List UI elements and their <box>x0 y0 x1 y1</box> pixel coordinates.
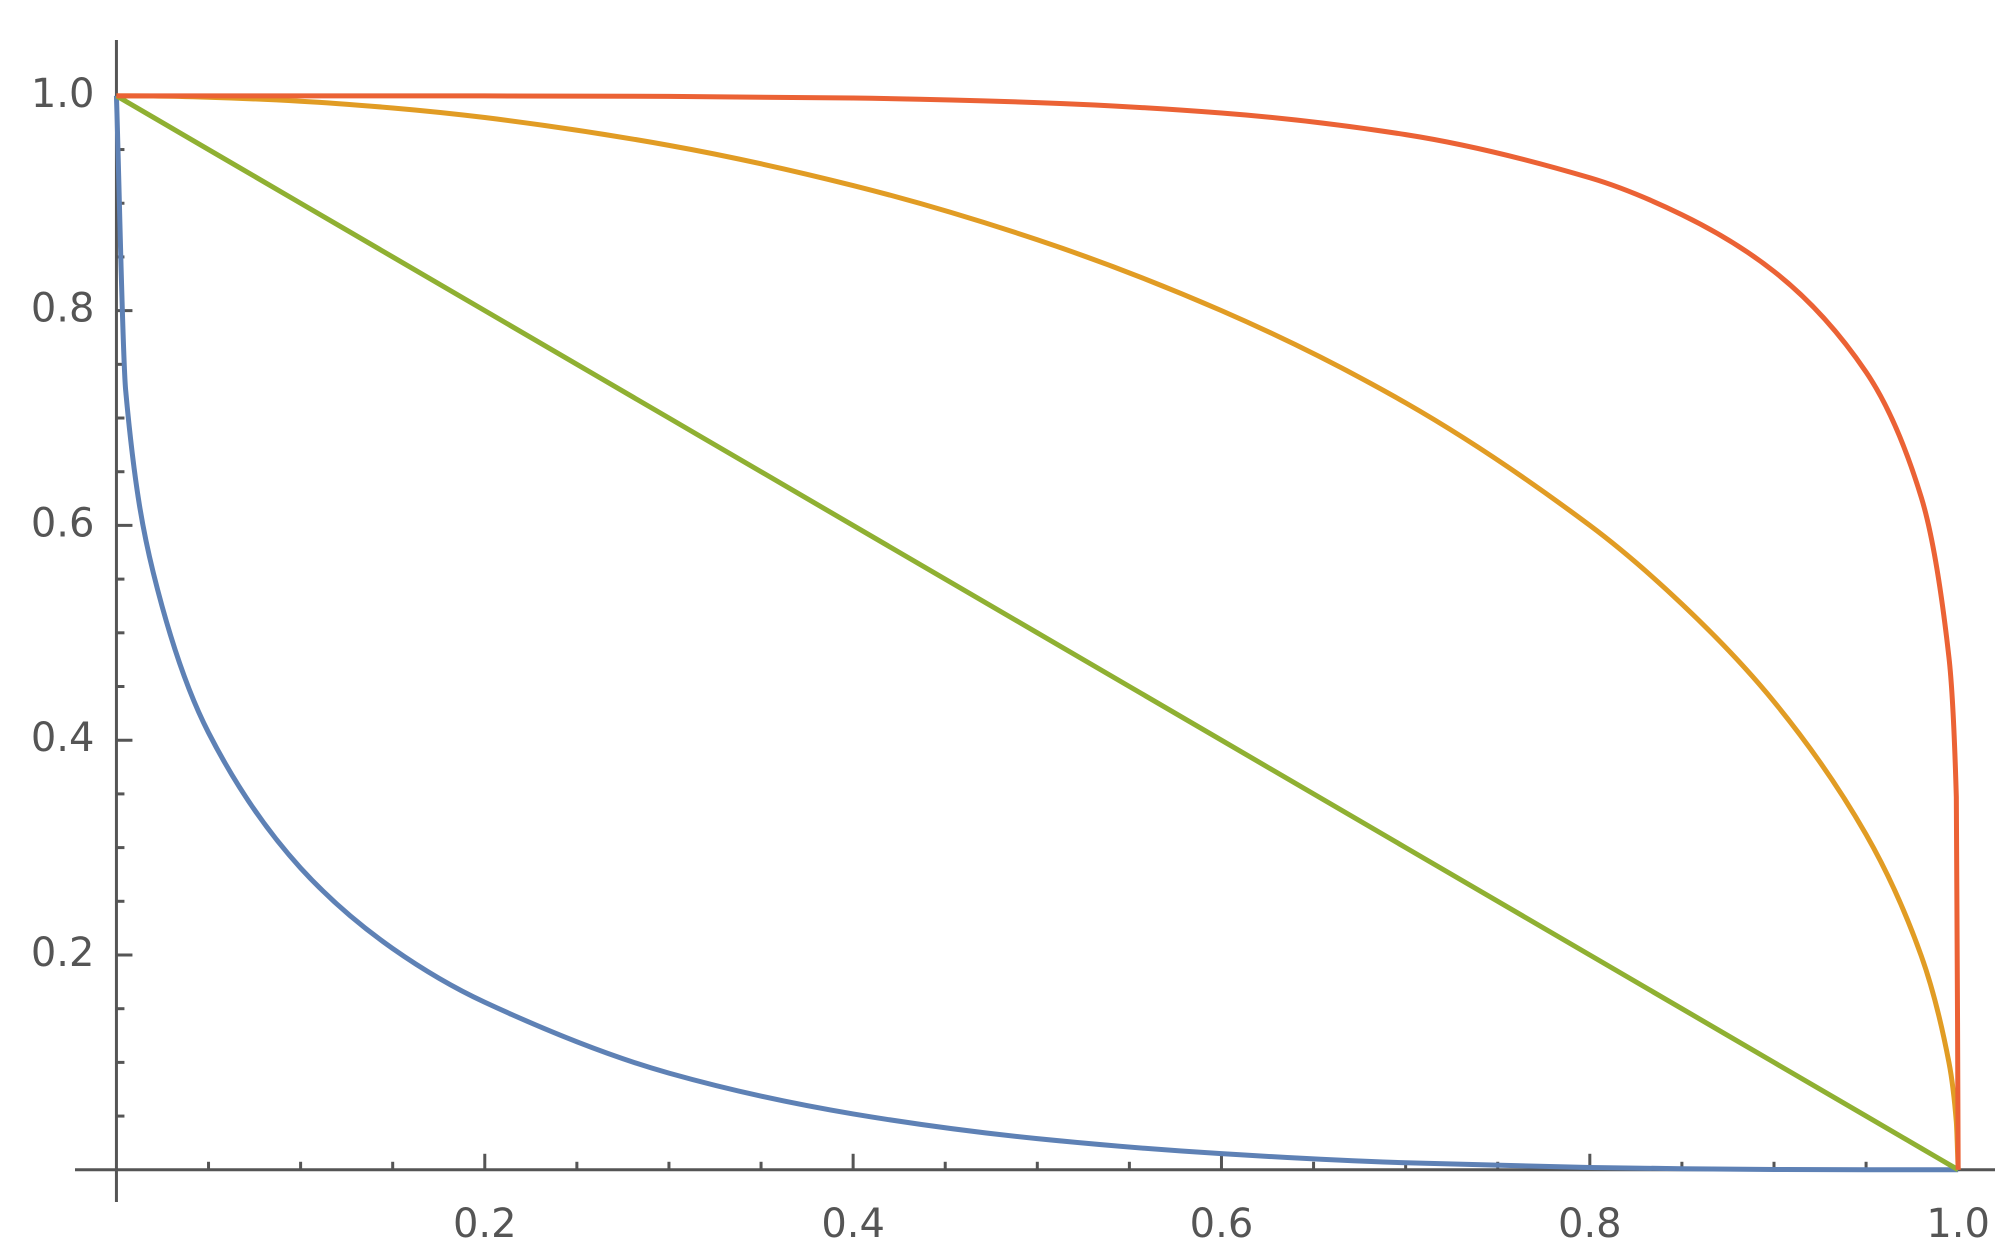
y-tick-label: 0.8 <box>31 286 95 332</box>
line-series <box>116 93 1961 1170</box>
x-tick-label: 0.8 <box>1558 1201 1622 1247</box>
line-series <box>115 93 1960 1172</box>
x-tick-label: 1.0 <box>1926 1201 1990 1247</box>
x-tick-label: 0.6 <box>1190 1201 1254 1247</box>
y-tick-label: 1.0 <box>31 71 95 117</box>
x-tick-label: 0.2 <box>453 1201 517 1247</box>
y-tick-label: 0.6 <box>31 500 95 546</box>
x-tick-label: 0.4 <box>821 1201 885 1247</box>
y-tick-label: 0.4 <box>31 715 95 761</box>
line-series <box>116 93 1961 1170</box>
y-tick-label: 0.2 <box>31 930 95 976</box>
line-series <box>113 95 1959 1173</box>
